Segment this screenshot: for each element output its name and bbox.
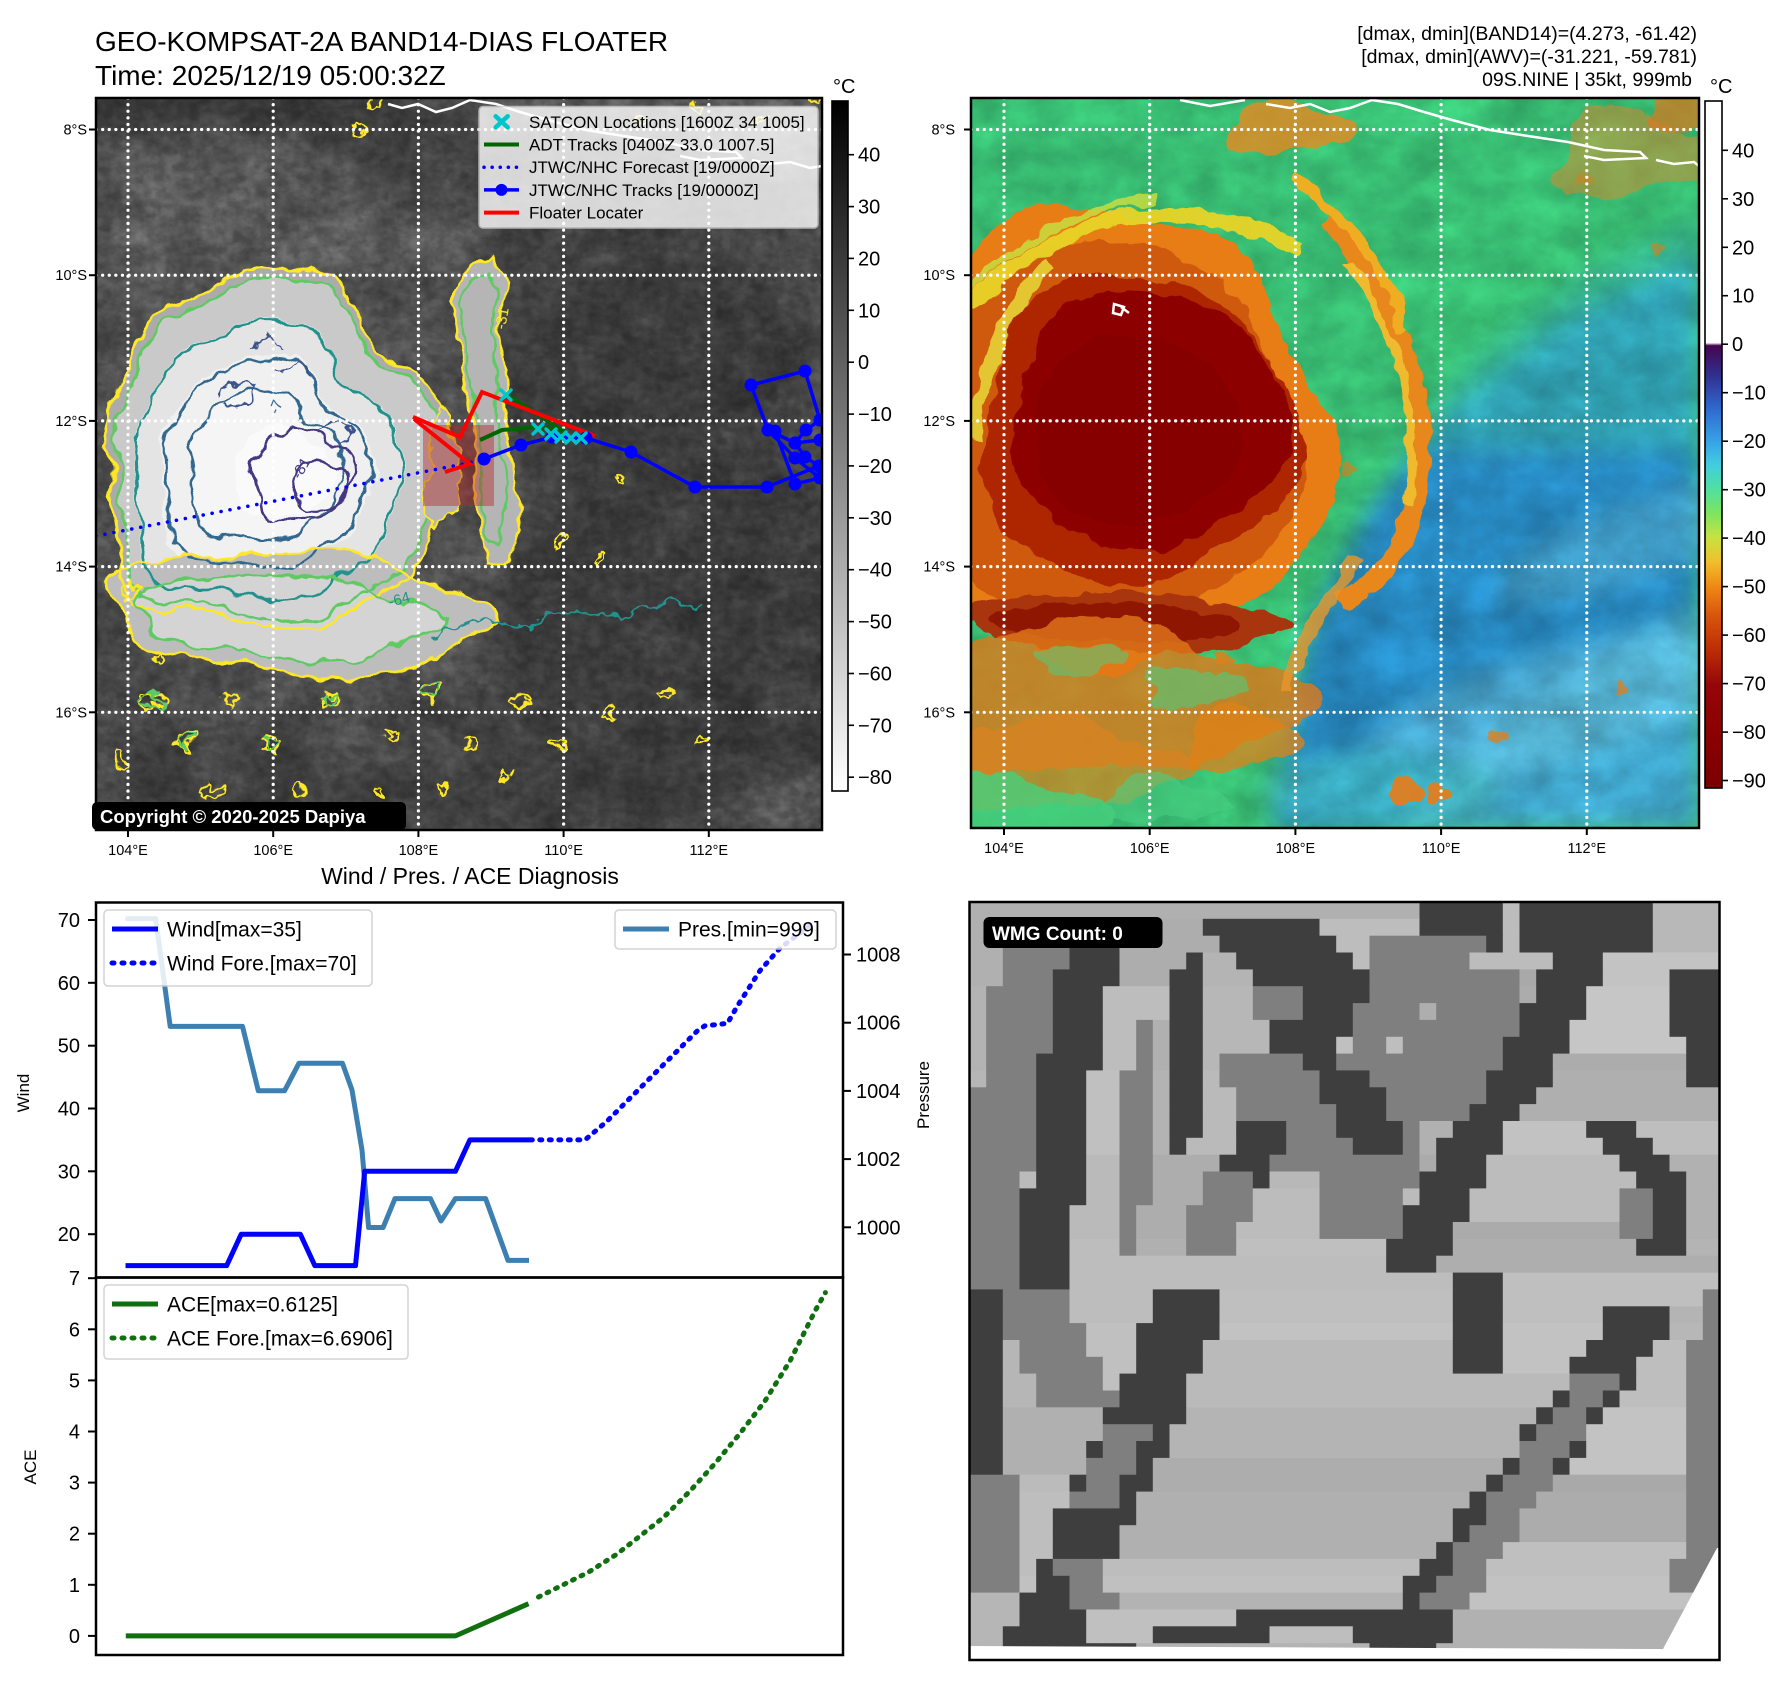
svg-text:30: 30 [858, 197, 880, 219]
svg-text:ACE Fore.[max=6.6906]: ACE Fore.[max=6.6906] [167, 1328, 393, 1351]
svg-text:°C: °C [833, 76, 855, 98]
svg-text:0: 0 [1732, 334, 1743, 356]
svg-text:14°S: 14°S [923, 560, 955, 576]
svg-text:JTWC/NHC Forecast [19/0000Z]: JTWC/NHC Forecast [19/0000Z] [529, 158, 775, 177]
svg-text:10: 10 [858, 300, 880, 322]
svg-text:−40: −40 [1732, 528, 1766, 550]
svg-text:-31: -31 [492, 306, 513, 330]
svg-text:10: 10 [1732, 286, 1754, 308]
svg-text:1000: 1000 [856, 1217, 901, 1239]
svg-text:Wind: Wind [14, 1074, 33, 1113]
svg-text:SATCON Locations [1600Z 34 100: SATCON Locations [1600Z 34 1005] [529, 113, 805, 132]
svg-text:104°E: 104°E [108, 843, 148, 859]
svg-text:−30: −30 [858, 508, 892, 530]
svg-text:112°E: 112°E [1568, 841, 1607, 857]
svg-text:2: 2 [69, 1524, 80, 1546]
svg-text:10°S: 10°S [55, 268, 87, 284]
svg-text:Floater Locater: Floater Locater [529, 204, 644, 223]
svg-text:0: 0 [858, 352, 869, 374]
svg-text:20: 20 [58, 1224, 80, 1246]
svg-text:[dmax, dmin](BAND14)=(4.273, -: [dmax, dmin](BAND14)=(4.273, -61.42) [1357, 23, 1697, 45]
svg-text:1006: 1006 [856, 1013, 901, 1035]
svg-text:1008: 1008 [856, 945, 901, 967]
svg-text:Pres.[min=999]: Pres.[min=999] [678, 919, 820, 942]
svg-text:GEO-KOMPSAT-2A BAND14-DIAS FLO: GEO-KOMPSAT-2A BAND14-DIAS FLOATER [95, 26, 668, 57]
svg-text:1004: 1004 [856, 1081, 901, 1103]
svg-text:−20: −20 [1732, 431, 1766, 453]
svg-text:108°E: 108°E [399, 843, 439, 859]
svg-text:Wind Fore.[max=70]: Wind Fore.[max=70] [167, 953, 357, 976]
svg-text:−50: −50 [1732, 577, 1766, 599]
svg-text:09S.NINE | 35kt, 999mb: 09S.NINE | 35kt, 999mb [1482, 69, 1692, 91]
svg-text:110°E: 110°E [1422, 841, 1461, 857]
svg-text:Wind[max=35]: Wind[max=35] [167, 919, 302, 942]
svg-text:−30: −30 [1732, 480, 1766, 502]
svg-text:-7: -7 [266, 398, 287, 417]
svg-text:50: 50 [58, 1036, 80, 1058]
svg-text:108°E: 108°E [1276, 841, 1316, 857]
svg-text:7: 7 [69, 1268, 80, 1290]
svg-text:30: 30 [1732, 189, 1754, 211]
svg-text:104°E: 104°E [984, 841, 1024, 857]
svg-text:−20: −20 [858, 456, 892, 478]
svg-text:40: 40 [858, 145, 880, 167]
svg-text:°C: °C [1710, 76, 1732, 98]
svg-text:70: 70 [58, 910, 80, 932]
svg-text:112°E: 112°E [690, 843, 729, 859]
svg-text:Pressure: Pressure [914, 1061, 933, 1129]
svg-text:1: 1 [69, 1575, 80, 1597]
svg-text:4: 4 [69, 1422, 80, 1444]
svg-text:106°E: 106°E [253, 843, 293, 859]
svg-text:−10: −10 [1732, 383, 1766, 405]
svg-text:ACE[max=0.6125]: ACE[max=0.6125] [167, 1294, 338, 1317]
svg-text:20: 20 [858, 248, 880, 270]
svg-text:12°S: 12°S [923, 414, 955, 430]
svg-text:Time: 2025/12/19 05:00:32Z: Time: 2025/12/19 05:00:32Z [95, 60, 446, 91]
svg-text:ACE: ACE [21, 1450, 40, 1485]
svg-text:40: 40 [1732, 140, 1754, 162]
svg-text:-64: -64 [387, 589, 412, 611]
svg-text:Copyright © 2020-2025 Dapiya: Copyright © 2020-2025 Dapiya [100, 806, 366, 827]
svg-text:Wind / Pres. / ACE Diagnosis: Wind / Pres. / ACE Diagnosis [321, 863, 619, 889]
svg-text:[dmax, dmin](AWV)=(-31.221, -5: [dmax, dmin](AWV)=(-31.221, -59.781) [1361, 46, 1697, 68]
svg-text:5: 5 [69, 1370, 80, 1392]
svg-text:30: 30 [58, 1161, 80, 1183]
svg-text:−60: −60 [858, 664, 892, 686]
svg-text:−40: −40 [858, 560, 892, 582]
svg-text:20: 20 [1732, 237, 1754, 259]
svg-text:110°E: 110°E [544, 843, 583, 859]
svg-text:106°E: 106°E [1130, 841, 1170, 857]
svg-text:JTWC/NHC Tracks [19/0000Z]: JTWC/NHC Tracks [19/0000Z] [529, 181, 759, 200]
svg-text:−70: −70 [858, 715, 892, 737]
svg-text:WMG Count: 0: WMG Count: 0 [992, 924, 1123, 945]
svg-text:6: 6 [69, 1319, 80, 1341]
svg-text:8°S: 8°S [931, 123, 955, 139]
svg-text:10°S: 10°S [923, 268, 955, 284]
svg-text:60: 60 [58, 973, 80, 995]
svg-text:−70: −70 [1732, 674, 1766, 696]
svg-text:−60: −60 [1732, 625, 1766, 647]
svg-text:12°S: 12°S [55, 414, 87, 430]
svg-text:−50: −50 [858, 612, 892, 634]
svg-text:−90: −90 [1732, 771, 1766, 793]
svg-text:−10: −10 [858, 404, 892, 426]
svg-text:8°S: 8°S [63, 123, 87, 139]
svg-text:−80: −80 [1732, 722, 1766, 744]
svg-text:−80: −80 [858, 767, 892, 789]
svg-text:ADT Tracks [0400Z 33.0 1007.5]: ADT Tracks [0400Z 33.0 1007.5] [529, 136, 774, 155]
svg-text:16°S: 16°S [55, 705, 87, 721]
svg-text:16°S: 16°S [923, 705, 955, 721]
svg-text:40: 40 [58, 1099, 80, 1121]
svg-text:0: 0 [69, 1626, 80, 1648]
svg-text:3: 3 [69, 1473, 80, 1495]
svg-text:14°S: 14°S [55, 560, 87, 576]
svg-text:1002: 1002 [856, 1149, 901, 1171]
